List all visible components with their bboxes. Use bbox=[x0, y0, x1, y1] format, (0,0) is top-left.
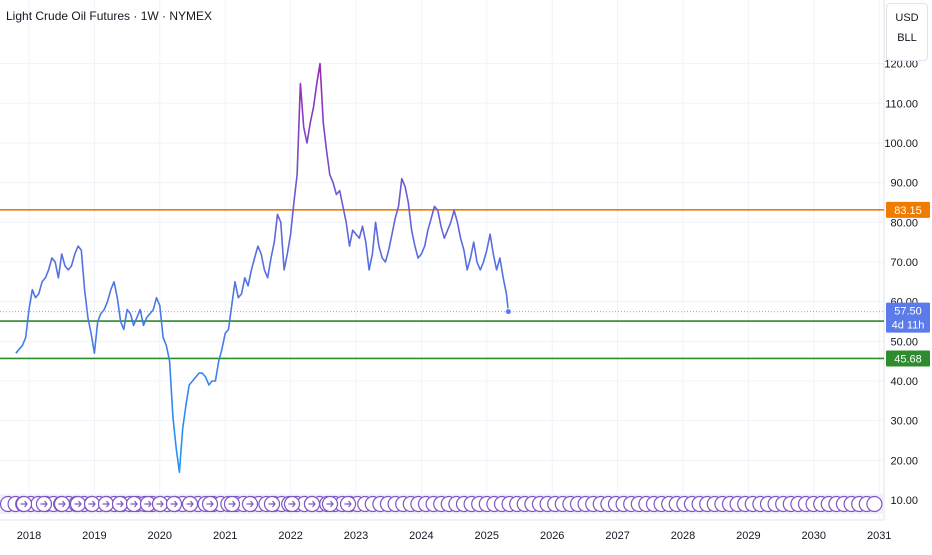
y-tick-label: 110.00 bbox=[885, 98, 918, 110]
arrow-right-icon[interactable] bbox=[321, 495, 339, 513]
arrow-right-icon[interactable] bbox=[303, 495, 321, 513]
x-tick-label: 2020 bbox=[148, 530, 172, 542]
arrow-right-icon[interactable] bbox=[339, 495, 357, 513]
arrow-glyph bbox=[308, 500, 316, 508]
y-tick-label: 70.00 bbox=[890, 257, 918, 269]
arrow-glyph bbox=[170, 500, 178, 508]
arrow-glyph bbox=[88, 500, 96, 508]
arrow-glyph bbox=[58, 500, 66, 508]
arrow-right-icon[interactable] bbox=[181, 495, 199, 513]
arrow-right-icon[interactable] bbox=[15, 495, 33, 513]
arrow-right-icon[interactable] bbox=[283, 495, 301, 513]
x-tick-label: 2019 bbox=[82, 530, 106, 542]
last-price-label: 57.50 bbox=[894, 306, 922, 318]
countdown-label: 4d 11h bbox=[892, 320, 925, 332]
arrow-right-icon[interactable] bbox=[201, 495, 219, 513]
arrow-glyph bbox=[40, 500, 48, 508]
arrow-glyph bbox=[130, 500, 138, 508]
arrow-right-icon[interactable] bbox=[35, 495, 53, 513]
y-tick-label: 20.00 bbox=[890, 455, 918, 467]
currency-unit-selector[interactable]: USD BLL bbox=[886, 3, 928, 61]
arrow-glyph bbox=[156, 500, 164, 508]
x-tick-label: 2026 bbox=[540, 530, 564, 542]
arrow-right-icon[interactable] bbox=[111, 495, 129, 513]
events-markers-row[interactable] bbox=[0, 494, 884, 514]
x-tick-label: 2031 bbox=[867, 530, 891, 542]
arrow-glyph bbox=[228, 500, 236, 508]
last-price-dot bbox=[504, 308, 512, 316]
x-tick-label: 2025 bbox=[475, 530, 499, 542]
arrow-right-icon[interactable] bbox=[83, 495, 101, 513]
x-tick-label: 2030 bbox=[802, 530, 826, 542]
y-tick-label: 50.00 bbox=[890, 336, 918, 348]
arrow-glyph bbox=[20, 500, 28, 508]
arrow-glyph bbox=[74, 500, 82, 508]
y-tick-label: 80.00 bbox=[890, 217, 918, 229]
arrow-right-icon[interactable] bbox=[97, 495, 115, 513]
y-tick-label: 100.00 bbox=[884, 138, 918, 150]
price-series bbox=[0, 62, 884, 473]
arrow-right-icon[interactable] bbox=[263, 495, 281, 513]
arrow-glyph bbox=[246, 500, 254, 508]
arrow-glyph bbox=[116, 500, 124, 508]
arrow-right-icon[interactable] bbox=[241, 495, 259, 513]
y-tick-label: 10.00 bbox=[890, 495, 918, 507]
price-axis[interactable]: 10.0020.0030.0040.0050.0060.0070.0080.00… bbox=[884, 59, 918, 507]
arrow-right-icon[interactable] bbox=[125, 495, 143, 513]
time-axis[interactable]: 2018 2019 2020 2021 2022 2023 2024 2025 2026 2027… bbox=[17, 530, 892, 542]
level-price-label: 45.68 bbox=[894, 353, 922, 365]
x-tick-label: 2028 bbox=[671, 530, 695, 542]
arrow-right-icon[interactable] bbox=[165, 495, 183, 513]
arrow-glyph bbox=[326, 500, 334, 508]
level-label-bg bbox=[886, 201, 930, 218]
y-tick-label: 90.00 bbox=[890, 178, 918, 190]
arrow-glyph bbox=[186, 500, 194, 508]
x-tick-label: 2022 bbox=[278, 530, 302, 542]
unit-label[interactable]: BLL bbox=[897, 32, 917, 44]
arrow-glyph bbox=[102, 500, 110, 508]
level-label-bg bbox=[886, 350, 930, 367]
last-price-label-bg bbox=[886, 302, 930, 333]
arrow-glyph bbox=[144, 500, 152, 508]
arrow-right-icon[interactable] bbox=[53, 495, 71, 513]
y-tick-label: 40.00 bbox=[890, 376, 918, 388]
x-tick-label: 2029 bbox=[736, 530, 760, 542]
y-tick-label: 120.00 bbox=[884, 59, 918, 71]
horizontal-levels[interactable] bbox=[0, 209, 884, 360]
arrow-glyph bbox=[206, 500, 214, 508]
price-series-line bbox=[15, 62, 510, 473]
arrow-right-icon[interactable] bbox=[69, 495, 87, 513]
level-price-label: 83.15 bbox=[894, 205, 922, 217]
currency-label[interactable]: USD bbox=[895, 12, 919, 24]
x-tick-label: 2018 bbox=[17, 530, 41, 542]
arrow-glyph bbox=[288, 500, 296, 508]
y-tick-label: 30.00 bbox=[890, 416, 918, 428]
arrow-right-icon[interactable] bbox=[151, 495, 169, 513]
arrow-glyph bbox=[344, 500, 352, 508]
arrow-right-icon[interactable] bbox=[223, 495, 241, 513]
x-tick-label: 2023 bbox=[344, 530, 368, 542]
x-tick-label: 2021 bbox=[213, 530, 237, 542]
arrow-circle-icon[interactable] bbox=[866, 495, 883, 513]
event-circle bbox=[866, 495, 883, 513]
x-tick-label: 2024 bbox=[409, 530, 433, 542]
chart-title: Light Crude Oil Futures · 1W · NYMEX bbox=[6, 9, 213, 23]
grid-lines bbox=[0, 0, 885, 521]
x-tick-label: 2027 bbox=[605, 530, 629, 542]
arrow-glyph bbox=[268, 500, 276, 508]
